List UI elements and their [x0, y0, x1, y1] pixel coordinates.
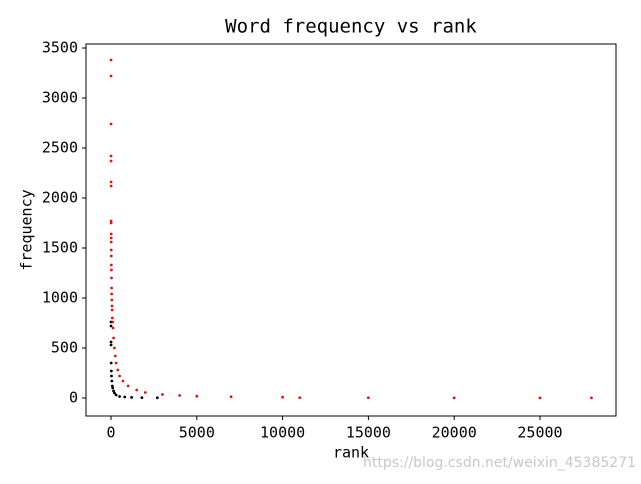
point [112, 336, 115, 340]
y-axis-label: frequency [18, 189, 36, 270]
point [110, 268, 113, 272]
point [195, 394, 199, 398]
x-axis-label: rank [333, 444, 369, 462]
point [111, 320, 115, 324]
x-tick-label: 20000 [432, 424, 477, 442]
point [109, 219, 113, 223]
point [110, 286, 114, 290]
point [109, 361, 113, 365]
point [110, 374, 113, 378]
point [109, 248, 113, 252]
point [123, 395, 127, 399]
point [452, 396, 456, 400]
point [109, 340, 113, 344]
point [229, 395, 233, 399]
point [109, 263, 113, 267]
point [113, 354, 117, 358]
point [155, 396, 159, 400]
chart-title: Word frequency vs rank [225, 16, 477, 38]
x-tick-label: 10000 [260, 424, 305, 442]
point [114, 361, 118, 365]
point [109, 254, 113, 258]
point [135, 388, 139, 392]
point [109, 343, 113, 347]
y-tick-label: 1500 [42, 239, 78, 257]
point [110, 276, 113, 280]
y-tick-label: 0 [69, 389, 78, 407]
point [109, 154, 113, 158]
point [110, 316, 114, 320]
point [111, 326, 115, 330]
point [116, 368, 120, 372]
point [281, 395, 284, 399]
point [110, 308, 114, 312]
point [161, 393, 164, 396]
point [109, 58, 113, 62]
point [113, 346, 116, 350]
y-tick-label: 3000 [42, 89, 78, 107]
point [109, 221, 113, 225]
y-tick-label: 2000 [42, 189, 78, 207]
point [109, 122, 113, 126]
point [109, 324, 113, 328]
point [111, 386, 115, 390]
point [113, 391, 116, 395]
x-tick-label: 0 [106, 424, 115, 442]
x-tick-label: 5000 [179, 424, 215, 442]
point [366, 396, 370, 400]
y-tick-label: 500 [51, 339, 78, 357]
point [110, 304, 114, 308]
y-tick-label: 2500 [42, 139, 78, 157]
x-tick-label: 25000 [517, 424, 562, 442]
point [109, 232, 113, 236]
point [110, 292, 114, 296]
y-tick-label: 3500 [42, 39, 78, 57]
point [109, 74, 113, 78]
y-tick-label: 1000 [42, 289, 78, 307]
point [143, 391, 147, 394]
point [140, 396, 144, 399]
point [114, 393, 118, 397]
point [118, 374, 121, 378]
point [109, 159, 113, 163]
point [110, 379, 114, 383]
point [590, 396, 593, 400]
plot-frame [85, 43, 617, 417]
point [109, 369, 113, 373]
watermark: https://blog.csdn.net/weixin_45385271 [363, 455, 636, 471]
point [109, 184, 113, 188]
point [110, 298, 114, 302]
point [118, 395, 121, 398]
point [130, 396, 133, 399]
point [109, 236, 113, 240]
point [178, 394, 182, 397]
point [109, 240, 113, 244]
point [298, 396, 302, 400]
point [109, 180, 113, 184]
point [121, 379, 125, 383]
point [126, 384, 130, 388]
x-tick-label: 15000 [346, 424, 391, 442]
point [538, 396, 542, 400]
